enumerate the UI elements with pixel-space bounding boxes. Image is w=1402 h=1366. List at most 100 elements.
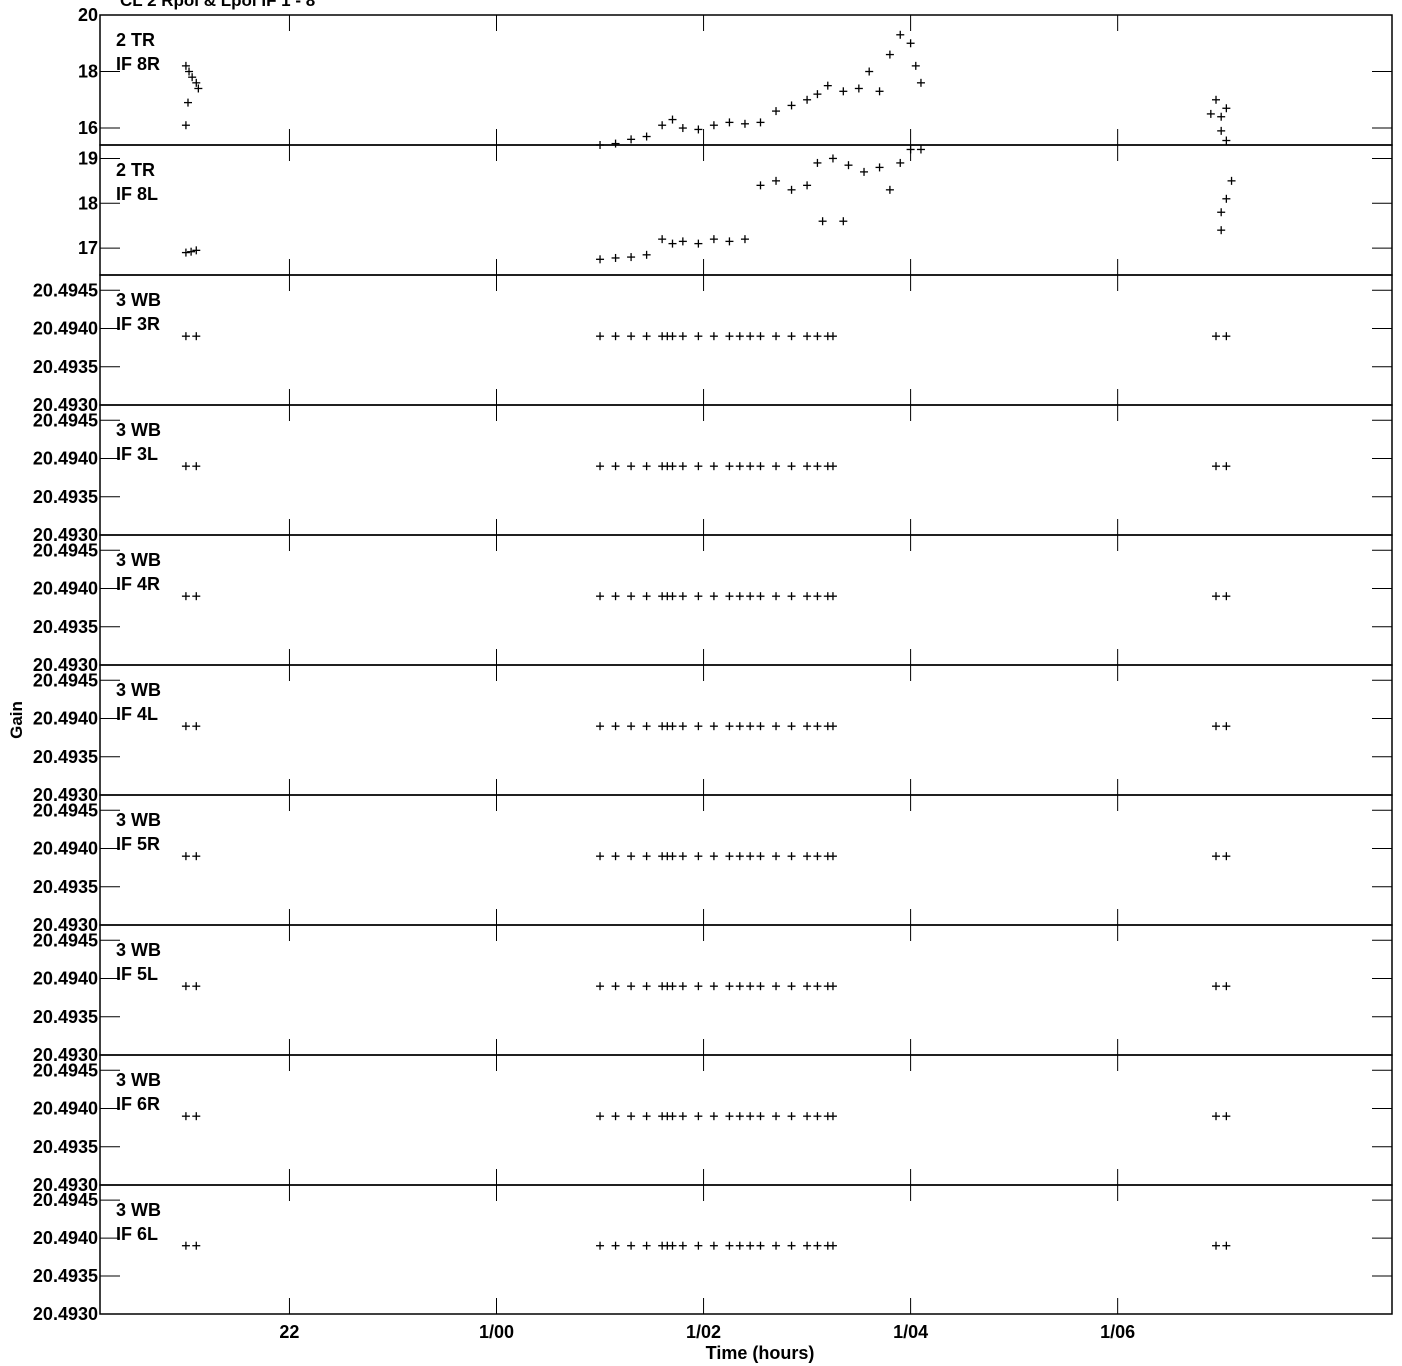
data-point: [627, 462, 636, 471]
y-tick-label: 20.4935: [33, 487, 98, 507]
data-point: [181, 1241, 190, 1250]
data-point: [844, 161, 853, 170]
chart-title: CL 2 Rpol & Lpol IF 1 - 8: [120, 0, 315, 10]
data-point: [678, 462, 687, 471]
data-point: [627, 982, 636, 991]
data-point: [1212, 1112, 1221, 1121]
y-tick-label: 18: [78, 193, 98, 213]
panel-frame: [99, 1184, 1393, 1315]
data-point: [725, 332, 734, 341]
panel-label-antenna: 3 WB: [116, 550, 161, 570]
data-point: [906, 145, 915, 154]
y-tick-label: 20.4940: [33, 1228, 98, 1248]
data-point: [694, 852, 703, 861]
data-point: [709, 121, 718, 130]
data-point: [772, 1112, 781, 1121]
data-point: [1222, 1112, 1231, 1121]
data-point: [725, 592, 734, 601]
data-point: [828, 154, 837, 163]
data-point: [627, 722, 636, 731]
data-point: [709, 592, 718, 601]
panel-frame: [99, 404, 1393, 536]
data-point: [1222, 136, 1231, 145]
data-point: [756, 118, 765, 127]
data-point: [1222, 852, 1231, 861]
y-tick-label: 20.4940: [33, 839, 98, 859]
y-tick-label: 20.4945: [33, 1060, 98, 1080]
data-point: [735, 462, 744, 471]
data-point: [668, 982, 677, 991]
data-point: [678, 592, 687, 601]
data-point: [627, 253, 636, 262]
data-point: [735, 332, 744, 341]
data-point: [735, 1241, 744, 1250]
data-point: [787, 982, 796, 991]
data-point: [678, 124, 687, 133]
data-point: [828, 852, 837, 861]
data-point: [787, 592, 796, 601]
data-point: [596, 722, 605, 731]
data-point: [642, 1112, 651, 1121]
data-point: [803, 95, 812, 104]
data-point: [596, 592, 605, 601]
data-point: [756, 1112, 765, 1121]
data-point: [746, 982, 755, 991]
data-point: [1206, 109, 1215, 118]
data-point: [906, 39, 915, 48]
data-point: [746, 1241, 755, 1250]
x-tick-label: 1/00: [479, 1322, 514, 1342]
data-point: [787, 462, 796, 471]
data-point: [611, 253, 620, 262]
data-point: [772, 722, 781, 731]
y-tick-label: 20.4930: [33, 395, 98, 415]
data-point: [772, 852, 781, 861]
data-point: [803, 1241, 812, 1250]
panel-5: 20.4930 20.4935 20.4940 20.4945 3 WB IF 4R: [33, 534, 1393, 675]
y-tick-label: 20.4940: [33, 1099, 98, 1119]
data-point: [658, 235, 667, 244]
data-point: [694, 239, 703, 248]
panel-label-antenna: 3 WB: [116, 680, 161, 700]
panel-9: 20.4930 20.4935 20.4940 20.4945 3 WB IF 6R: [33, 1054, 1393, 1195]
data-point: [192, 722, 201, 731]
data-point: [642, 1241, 651, 1250]
data-point: [725, 1112, 734, 1121]
data-point: [818, 217, 827, 226]
data-point: [813, 852, 822, 861]
data-point: [694, 1112, 703, 1121]
y-tick-label: 20.4935: [33, 617, 98, 637]
panel-label-if: IF 4R: [116, 574, 160, 594]
data-point: [854, 84, 863, 93]
data-point: [803, 852, 812, 861]
data-point: [1227, 176, 1236, 185]
data-point: [668, 239, 677, 248]
y-tick-label: 20.4945: [33, 540, 98, 560]
data-point: [1217, 226, 1226, 235]
y-tick-label: 20.4935: [33, 357, 98, 377]
data-point: [709, 235, 718, 244]
data-point: [694, 722, 703, 731]
data-point: [803, 181, 812, 190]
data-point: [194, 84, 203, 93]
data-point: [756, 462, 765, 471]
data-point: [725, 982, 734, 991]
data-point: [1212, 982, 1221, 991]
data-point: [735, 852, 744, 861]
data-point: [611, 1112, 620, 1121]
data-point: [709, 982, 718, 991]
x-tick-label: 1/06: [1100, 1322, 1135, 1342]
data-point: [709, 332, 718, 341]
data-point: [803, 462, 812, 471]
data-point: [668, 1112, 677, 1121]
data-point: [1212, 95, 1221, 104]
data-point: [181, 332, 190, 341]
data-point: [1222, 722, 1231, 731]
data-point: [839, 217, 848, 226]
data-point: [823, 81, 832, 90]
y-tick-label: 20.4935: [33, 877, 98, 897]
panel-label-if: IF 3L: [116, 444, 158, 464]
panel-label-if: IF 8R: [116, 54, 160, 74]
data-point: [642, 592, 651, 601]
panel-label-if: IF 6R: [116, 1094, 160, 1114]
panel-frame: [99, 664, 1393, 796]
